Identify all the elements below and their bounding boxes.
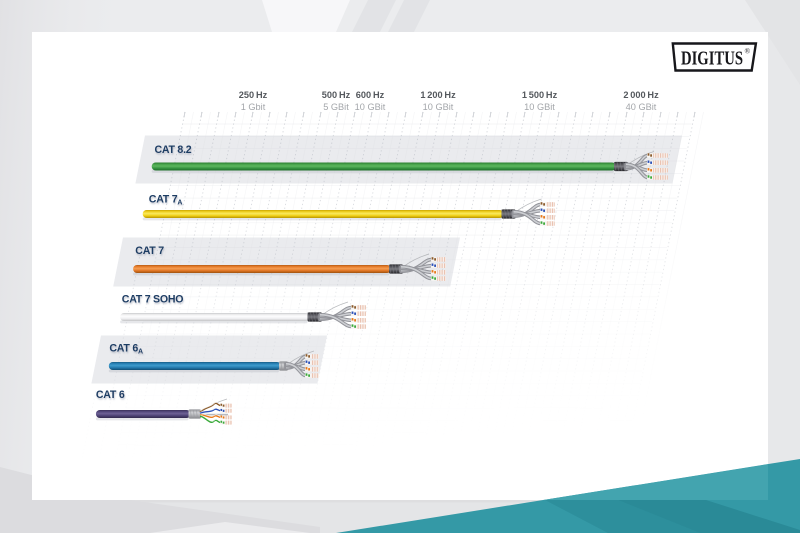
svg-text:5 GBit: 5 GBit [323,102,349,112]
svg-text:250 Hz: 250 Hz [239,90,268,100]
svg-text:10 GBit: 10 GBit [355,102,386,112]
svg-text:1 Gbit: 1 Gbit [241,102,266,112]
svg-text:CAT 6: CAT 6 [96,389,125,401]
svg-text:10 GBit: 10 GBit [423,102,454,112]
svg-text:CAT 6A: CAT 6A [109,343,143,356]
svg-text:10 GBit: 10 GBit [524,102,555,112]
svg-text:CAT 7A: CAT 7A [149,194,183,207]
svg-text:2 000 Hz: 2 000 Hz [623,90,659,100]
svg-text:1 200 Hz: 1 200 Hz [420,90,456,100]
svg-text:CAT 7: CAT 7 [135,245,164,257]
svg-text:500 Hz: 500 Hz [322,90,351,100]
svg-text:CAT 7 SOHO: CAT 7 SOHO [122,294,183,306]
svg-text:1 500 Hz: 1 500 Hz [522,90,558,100]
svg-text:600 Hz: 600 Hz [356,90,385,100]
svg-text:®: ® [745,47,751,56]
svg-text:CAT 8.2: CAT 8.2 [155,144,192,156]
svg-text:40 GBit: 40 GBit [626,102,657,112]
svg-text:DIGITUS: DIGITUS [681,48,743,70]
